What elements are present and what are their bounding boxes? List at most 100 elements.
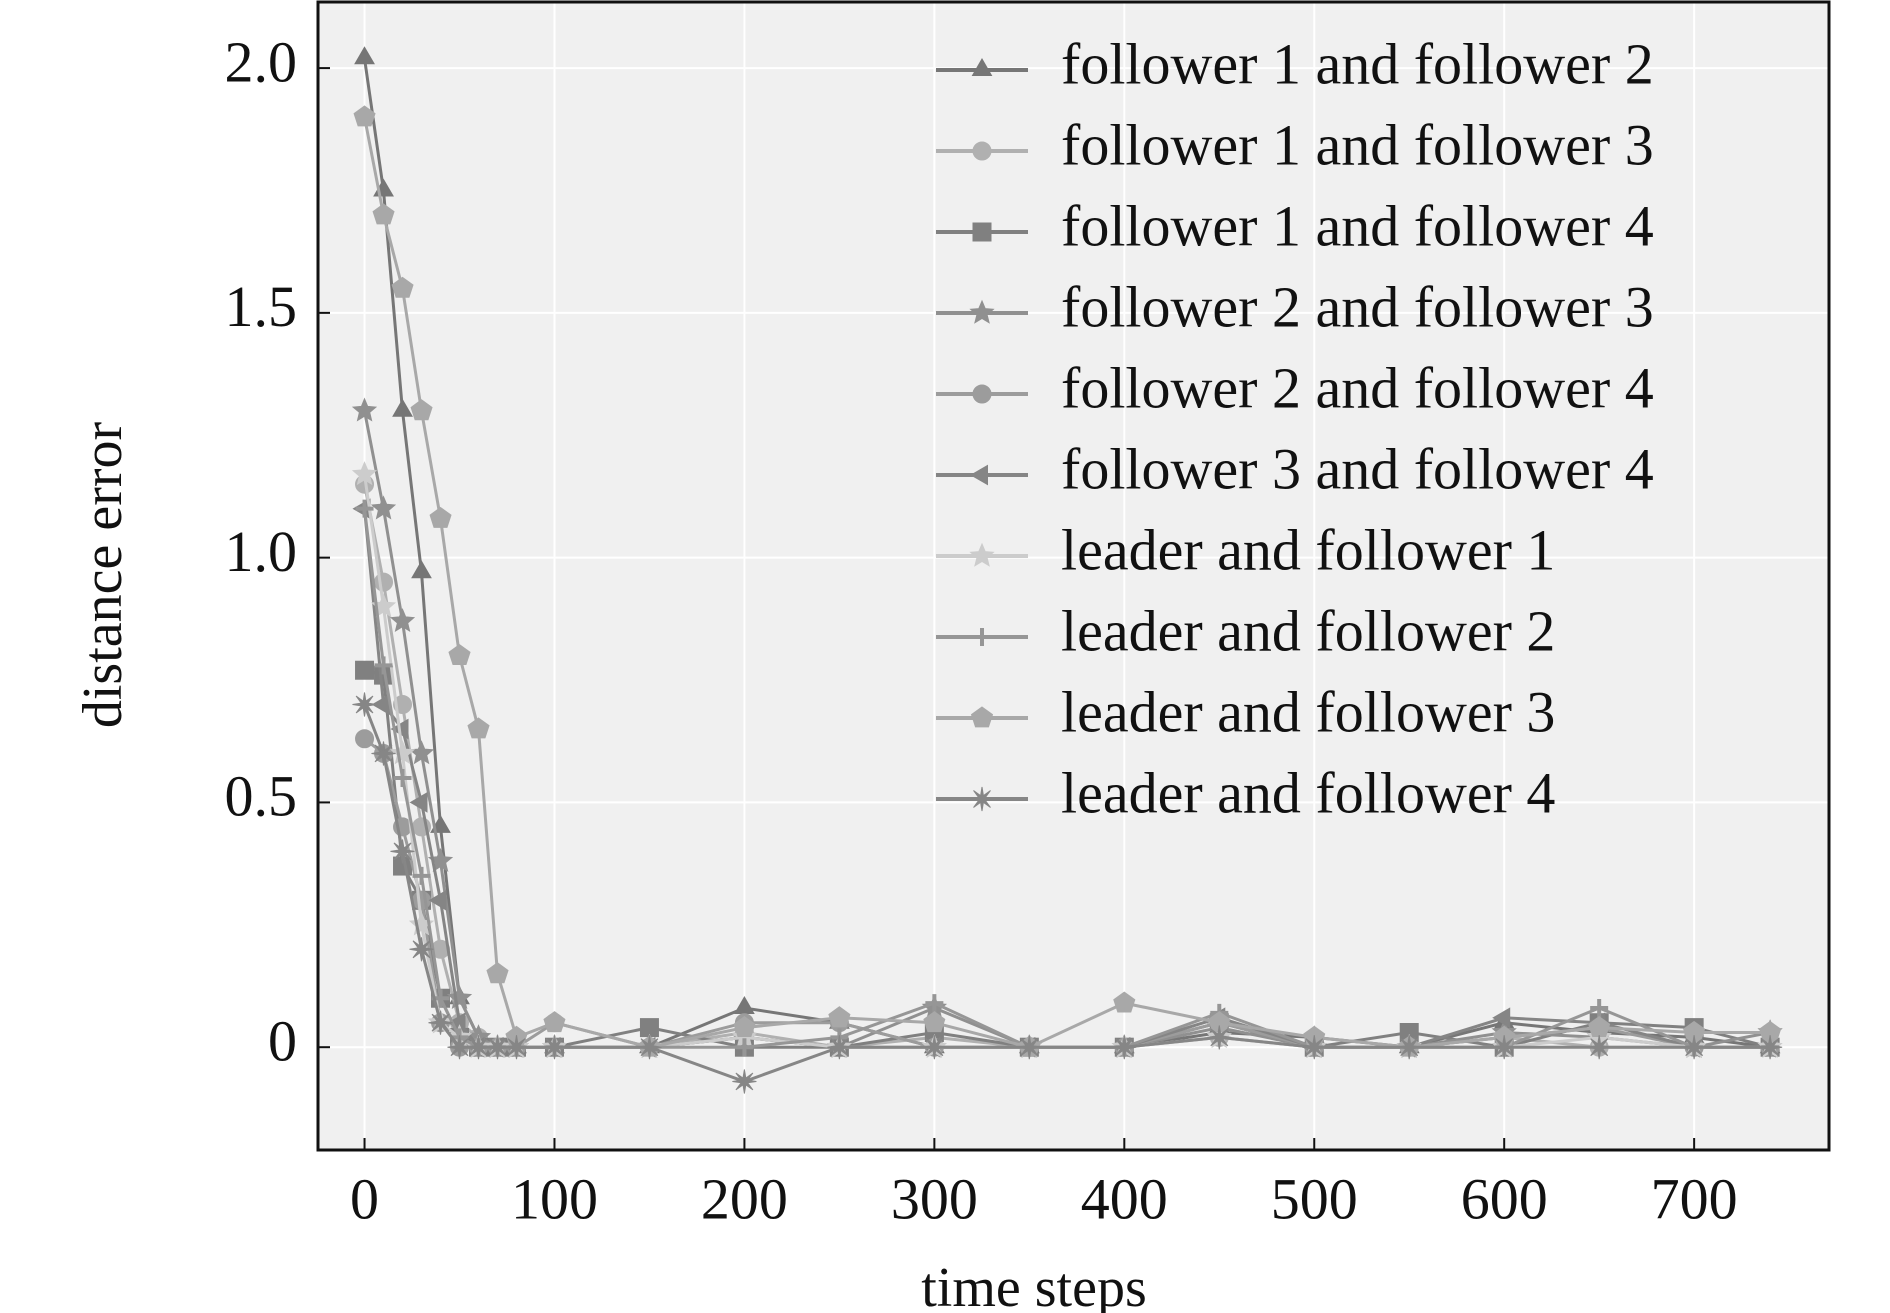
marker xyxy=(828,1006,851,1028)
marker xyxy=(637,1035,662,1060)
marker xyxy=(351,461,378,486)
marker xyxy=(355,499,374,518)
marker xyxy=(973,628,991,646)
x-tick-label: 200 xyxy=(701,1166,788,1231)
marker xyxy=(391,276,414,298)
marker xyxy=(1590,999,1609,1018)
marker xyxy=(466,1035,491,1060)
plot-frame xyxy=(316,0,1831,1152)
legend-label: leader and follower 2 xyxy=(1061,598,1555,663)
marker xyxy=(1113,991,1136,1013)
marker xyxy=(486,962,509,984)
legend-label: follower 1 and follower 3 xyxy=(1061,112,1654,177)
marker xyxy=(351,397,378,422)
marker xyxy=(1492,1007,1511,1029)
y-tick-label: 0 xyxy=(268,1009,297,1074)
marker xyxy=(353,105,376,127)
marker xyxy=(371,741,396,766)
marker xyxy=(355,729,375,749)
marker xyxy=(372,203,395,225)
legend-label: follower 3 and follower 4 xyxy=(1061,436,1654,501)
marker xyxy=(1492,1035,1517,1060)
marker xyxy=(352,692,377,717)
marker xyxy=(429,506,452,528)
marker xyxy=(410,399,433,421)
legend-label: follower 2 and follower 3 xyxy=(1061,274,1654,339)
y-tick-label: 1.0 xyxy=(225,519,298,584)
marker xyxy=(972,222,992,242)
marker xyxy=(411,560,432,579)
marker xyxy=(827,1035,852,1060)
legend-label: follower 1 and follower 4 xyxy=(1061,193,1654,258)
marker xyxy=(412,866,431,885)
marker xyxy=(969,542,995,567)
marker xyxy=(972,141,992,161)
marker xyxy=(971,57,993,76)
legend: follower 1 and follower 2 follower 1 and … xyxy=(936,31,1654,825)
x-tick-label: 0 xyxy=(350,1166,379,1231)
marker xyxy=(392,398,413,417)
marker xyxy=(504,1035,529,1060)
marker xyxy=(448,643,471,665)
marker xyxy=(970,706,994,728)
marker xyxy=(408,911,435,936)
marker xyxy=(1207,1025,1232,1050)
marker xyxy=(1017,1035,1042,1060)
marker xyxy=(354,46,375,65)
marker xyxy=(922,1035,947,1060)
legend-label: leader and follower 1 xyxy=(1061,517,1555,582)
x-tick-label: 300 xyxy=(891,1166,978,1231)
marker xyxy=(428,1010,453,1035)
marker xyxy=(925,994,944,1013)
legend-label: follower 2 and follower 4 xyxy=(1061,355,1654,420)
marker xyxy=(542,1035,567,1060)
marker xyxy=(969,299,995,324)
plot-background xyxy=(318,2,1829,1150)
x-tick-label: 600 xyxy=(1461,1166,1548,1231)
marker xyxy=(374,572,394,592)
marker xyxy=(733,1015,756,1037)
y-axis-label: distance error xyxy=(72,422,134,729)
marker xyxy=(409,792,428,813)
marker xyxy=(639,1018,659,1038)
marker xyxy=(1682,1035,1707,1060)
y-tick-label: 1.5 xyxy=(225,274,298,339)
marker xyxy=(543,1011,566,1033)
legend-label: follower 1 and follower 2 xyxy=(1061,31,1654,96)
x-tick-label: 400 xyxy=(1081,1166,1168,1231)
legend-label: leader and follower 4 xyxy=(1061,760,1555,825)
marker xyxy=(732,1069,757,1094)
x-tick-label: 700 xyxy=(1651,1166,1738,1231)
marker xyxy=(409,937,434,962)
marker xyxy=(467,717,490,739)
marker xyxy=(1302,1035,1327,1060)
marker xyxy=(446,984,473,1009)
marker xyxy=(374,656,393,675)
marker xyxy=(485,1035,510,1060)
y-tick-label: 2.0 xyxy=(225,29,298,94)
legend-label: leader and follower 3 xyxy=(1061,679,1555,744)
marker xyxy=(390,839,415,864)
marker xyxy=(969,786,995,812)
x-tick-label: 500 xyxy=(1271,1166,1358,1231)
marker xyxy=(1758,1035,1783,1060)
marker xyxy=(370,495,397,520)
marker xyxy=(389,607,416,633)
y-tick-label: 0.5 xyxy=(225,764,298,829)
marker xyxy=(412,890,432,910)
marker xyxy=(389,740,416,765)
marker xyxy=(428,889,447,911)
marker xyxy=(1397,1035,1422,1060)
marker xyxy=(1112,1035,1137,1060)
x-tick-label: 100 xyxy=(511,1166,598,1231)
marker xyxy=(969,464,988,486)
marker xyxy=(1587,1035,1612,1060)
marker xyxy=(923,1011,946,1033)
marker xyxy=(972,384,992,404)
x-axis-label: time steps xyxy=(921,1257,1147,1313)
marker xyxy=(447,1035,472,1060)
marker xyxy=(355,660,375,680)
marker xyxy=(735,1038,754,1057)
marker xyxy=(393,768,412,787)
